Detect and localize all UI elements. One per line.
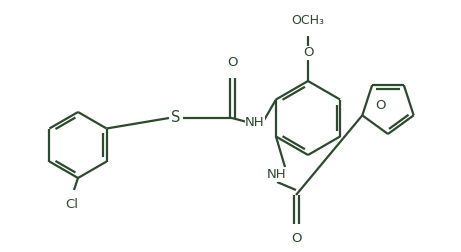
Text: O: O [291,232,301,245]
Text: NH: NH [267,169,287,181]
Text: O: O [303,47,313,59]
Text: Cl: Cl [65,198,78,211]
Text: S: S [171,110,181,125]
Text: O: O [375,99,385,112]
Text: NH: NH [245,115,265,129]
Text: OCH₃: OCH₃ [291,14,325,27]
Text: O: O [227,56,237,69]
